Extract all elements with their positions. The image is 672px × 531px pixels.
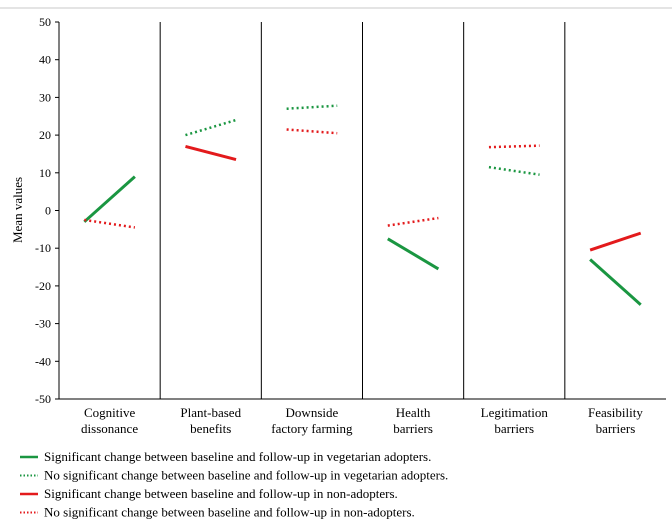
category-label: Plant-based (180, 405, 241, 420)
category-label: Health (396, 405, 431, 420)
y-tick-label: -50 (35, 392, 51, 406)
category-label: Legitimation (481, 405, 549, 420)
data-segment (488, 144, 540, 149)
category-label: barriers (393, 421, 433, 436)
data-segment (387, 237, 440, 271)
data-segment (185, 118, 237, 137)
legend-label: No significant change between baseline a… (44, 468, 448, 483)
data-segment (83, 175, 136, 223)
data-segment (84, 218, 136, 229)
y-axis-ticks: 50 40 30 20 10 0 -10 -20 -30 -40 -50 (35, 15, 59, 406)
y-tick-label: 50 (39, 15, 51, 29)
data-segment (488, 165, 540, 176)
category-label: barriers (596, 421, 636, 436)
data-segment (286, 128, 338, 135)
category-label: barriers (494, 421, 534, 436)
data-segment (286, 104, 338, 110)
y-tick-label: 0 (45, 204, 51, 218)
y-tick-label: 20 (39, 128, 51, 142)
legend: Significant change between baseline and … (20, 449, 448, 520)
category-label: benefits (190, 421, 231, 436)
y-tick-label: 10 (39, 166, 51, 180)
legend-label: Significant change between baseline and … (44, 449, 431, 464)
y-tick-label: -10 (35, 241, 51, 255)
category-label: Cognitive (84, 405, 136, 420)
category-label: factory farming (271, 421, 353, 436)
y-tick-label: 30 (39, 90, 51, 104)
y-tick-label: -20 (35, 279, 51, 293)
plot-frame (58, 22, 666, 400)
y-axis-label: Mean values (10, 177, 25, 243)
legend-label: No significant change between baseline a… (44, 505, 415, 520)
y-tick-label: -30 (35, 317, 51, 331)
category-label: dissonance (81, 421, 138, 436)
y-tick-label: -40 (35, 354, 51, 368)
category-label: Downside (286, 405, 339, 420)
legend-label: Significant change between baseline and … (44, 486, 398, 501)
data-segment (185, 144, 237, 162)
data-segment (589, 258, 642, 306)
data-segment (387, 216, 439, 227)
data-segments (83, 104, 642, 306)
y-tick-label: 40 (39, 53, 51, 67)
data-segment (589, 231, 642, 252)
category-label: Feasibility (588, 405, 643, 420)
